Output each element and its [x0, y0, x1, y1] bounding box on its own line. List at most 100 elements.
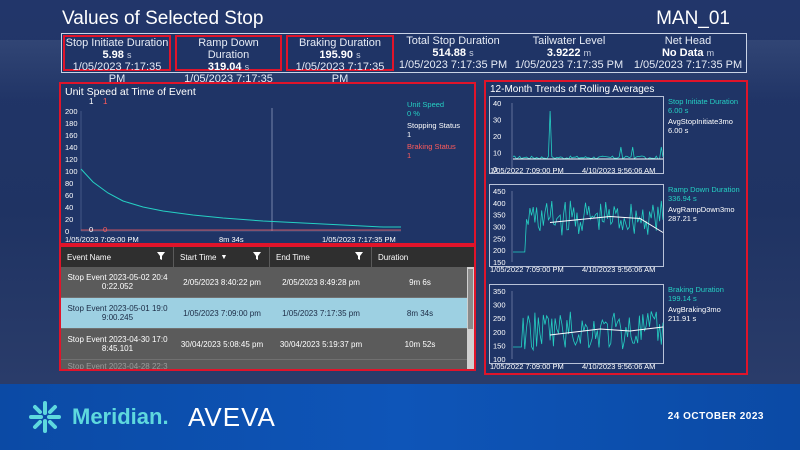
kpi-stop-initiate[interactable]: Stop Initiate Duration 5.98 s 1/05/2023 … — [63, 35, 171, 85]
trend-plot: 450 400 350 300 250 200 150 — [493, 187, 664, 267]
table-row-selected[interactable]: Stop Event 2023-05-01 19:0 9:00.245 1/05… — [61, 298, 474, 329]
trend-avg-label: AvgBraking3mo — [668, 305, 721, 314]
trend-start-time: 1/05/2022 7:09:00 PM — [490, 362, 564, 371]
table-row[interactable]: Stop Event 2023-04-30 17:0 8:45.101 30/0… — [61, 329, 474, 360]
trend-legend: Ramp Down Duration 336.94 s AvgRampDown3… — [668, 185, 740, 223]
cell-event-name: Stop Event 2023-04-30 17:0 8:45.101 — [61, 329, 174, 359]
cell-duration: 9m 6s — [409, 277, 431, 287]
y-tick-label: 20 — [65, 215, 73, 224]
kpi-unit: s — [126, 50, 132, 60]
kpi-unit: s — [469, 48, 474, 58]
kpi-timestamp: 1/05/2023 7:17:35 PM — [633, 59, 743, 71]
legend-braking-label: Braking Status — [407, 142, 456, 151]
trend-metric-label: Ramp Down Duration — [668, 185, 740, 194]
y-tick-label: 0 — [493, 165, 497, 174]
trend-avg-label: AvgRampDown3mo — [668, 205, 735, 214]
y-tick-label: 180 — [65, 119, 78, 128]
unit-speed-title: Unit Speed at Time of Event — [65, 86, 196, 98]
event-name-line2: 9:00.245 — [101, 313, 134, 322]
trend-metric-value: 336.94 s — [668, 194, 697, 203]
y-tick-label: 300 — [493, 301, 506, 310]
y-tick-label: 80 — [65, 179, 73, 188]
filter-icon[interactable] — [355, 252, 363, 260]
table-row[interactable]: Stop Event 2023-05-02 20:4 0:22.052 2/05… — [61, 267, 474, 298]
y-tick-label: 200 — [493, 246, 506, 255]
trend-avg-value: 211.91 s — [668, 314, 697, 323]
footer-date: 24 OCTOBER 2023 — [667, 411, 764, 422]
kpi-timestamp: 1/05/2023 7:17:35 PM — [398, 59, 508, 71]
y-tick-label: 300 — [493, 223, 506, 232]
kpi-tailwater[interactable]: Tailwater Level 3.9222 m 1/05/2023 7:17:… — [510, 35, 628, 71]
y-tick-label: 20 — [493, 132, 501, 141]
trend-avg-value: 6.00 s — [668, 126, 689, 135]
kpi-bar: Stop Initiate Duration 5.98 s 1/05/2023 … — [61, 33, 747, 97]
kpi-net-head[interactable]: Net Head No Data m 1/05/2023 7:17:35 PM — [630, 35, 746, 71]
legend-stopping-value: 1 — [407, 130, 412, 139]
header-label: End Time — [276, 252, 310, 262]
trend-series-line — [513, 311, 664, 352]
cell-start-time: 1/05/2023 7:09:00 pm — [183, 308, 261, 318]
event-name-line2: 8:45.101 — [101, 344, 134, 353]
aveva-brand: AVEVA — [188, 402, 276, 432]
kpi-unit: m — [583, 48, 592, 58]
y-tick-label: 40 — [493, 99, 501, 108]
trend-end-time: 4/10/2023 9:56:06 AM — [582, 362, 656, 371]
kpi-value: 195.90 — [319, 49, 354, 61]
table-scroll-thumb[interactable] — [468, 269, 473, 329]
kpi-ramp-down[interactable]: Ramp Down Duration 319.04 s 1/05/2023 7:… — [175, 35, 282, 97]
header-label: Event Name — [67, 252, 112, 262]
cell-event-name: Stop Event 2023-05-01 19:0 9:00.245 — [61, 298, 174, 328]
table-row-partial[interactable]: Stop Event 2023-04-28 22:3 — [61, 360, 474, 369]
kpi-title: Total Stop Duration — [406, 35, 500, 47]
trend-legend: Braking Duration 199.14 s AvgBraking3mo … — [668, 285, 724, 323]
column-header-start-time[interactable]: Start Time ▼ — [174, 247, 270, 267]
cell-end-time: 1/05/2023 7:17:35 pm — [282, 308, 360, 318]
event-name-line2: 0:22.052 — [101, 282, 134, 291]
y-tick-label: 200 — [493, 328, 506, 337]
trend-chart-braking[interactable]: 350 300 250 200 150 100 — [489, 284, 664, 364]
kpi-unit: s — [356, 50, 361, 60]
column-header-end-time[interactable]: End Time — [270, 247, 372, 267]
kpi-braking[interactable]: Braking Duration 195.90 s 1/05/2023 7:17… — [286, 35, 394, 85]
y-tick-label: 350 — [493, 211, 506, 220]
trend-end-time: 4/10/2023 9:56:06 AM — [582, 265, 656, 274]
kpi-title: Stop Initiate Duration — [65, 37, 169, 49]
trend-start-time: 1/05/2022 7:09:00 PM — [490, 166, 564, 175]
column-header-event-name[interactable]: Event Name — [61, 247, 174, 267]
kpi-value: 3.9222 — [546, 47, 581, 59]
kpi-title: Ramp Down Duration — [198, 37, 259, 61]
trend-plot: 40 30 20 10 0 — [493, 99, 664, 174]
trend-metric-label: Braking Duration — [668, 285, 724, 294]
sort-desc-icon[interactable]: ▼ — [220, 253, 228, 261]
speed-start-time: 1/05/2023 7:09:00 PM — [65, 235, 139, 244]
cell-start-time: 2/05/2023 8:40:22 pm — [183, 277, 261, 287]
cell-end-time: 2/05/2023 8:49:28 pm — [282, 277, 360, 287]
y-tick-label: 10 — [493, 149, 501, 158]
legend-stopping-label: Stopping Status — [407, 121, 460, 130]
trend-chart-ramp-down[interactable]: 450 400 350 300 250 200 150 — [489, 184, 664, 267]
y-tick-label: 40 — [65, 203, 73, 212]
asset-id: MAN_01 — [656, 8, 730, 29]
trend-average-line — [549, 215, 664, 233]
filter-icon[interactable] — [157, 252, 165, 260]
column-header-duration[interactable]: Duration — [372, 247, 468, 267]
trends-panel: 12-Month Trends of Rolling Averages 40 30… — [484, 80, 748, 375]
event-name-line1: Stop Event 2023-05-01 19:0 — [67, 304, 168, 313]
braking-marker-top: 1 — [103, 97, 108, 106]
kpi-unit: m — [706, 48, 715, 58]
trend-metric-value: 6.00 s — [668, 106, 689, 115]
filter-icon[interactable] — [253, 252, 261, 260]
trend-chart-stop-initiate[interactable]: 40 30 20 10 0 — [489, 96, 664, 174]
kpi-total-stop[interactable]: Total Stop Duration 514.88 s 1/05/2023 7… — [398, 35, 508, 71]
y-tick-label: 200 — [65, 107, 78, 116]
y-tick-label: 30 — [493, 116, 501, 125]
trend-end-time: 4/10/2023 9:56:06 AM — [582, 166, 656, 175]
meridian-logo-icon — [29, 401, 61, 433]
meridian-brand: Meridian. — [72, 404, 169, 429]
header-label: Duration — [378, 252, 409, 262]
trend-start-time: 1/05/2022 7:09:00 PM — [490, 265, 564, 274]
table-header: Event Name Start Time ▼ End Time Duratio… — [61, 247, 474, 267]
unit-speed-line — [80, 168, 401, 228]
stop-events-table: Event Name Start Time ▼ End Time Duratio… — [59, 245, 476, 371]
